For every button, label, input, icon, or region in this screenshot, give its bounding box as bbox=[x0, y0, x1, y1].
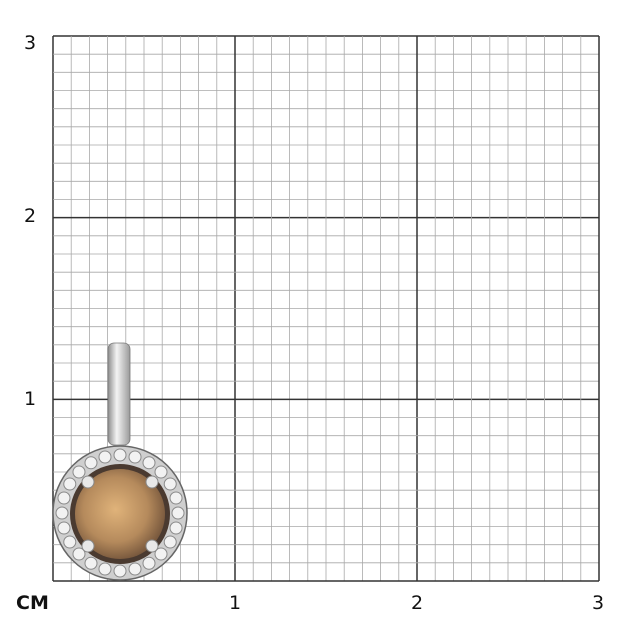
halo-diamond bbox=[98, 562, 112, 576]
y-label-1: 1 bbox=[24, 388, 37, 410]
x-label-3: 3 bbox=[592, 592, 605, 614]
bail bbox=[107, 342, 131, 446]
x-label-2: 2 bbox=[411, 592, 424, 614]
halo-diamond bbox=[72, 547, 86, 561]
halo-diamond bbox=[63, 477, 77, 491]
halo-diamond bbox=[57, 521, 71, 535]
halo-diamond bbox=[142, 456, 156, 470]
halo-diamond bbox=[84, 456, 98, 470]
halo-diamond bbox=[171, 506, 185, 520]
halo-diamond bbox=[163, 477, 177, 491]
halo-diamond bbox=[113, 564, 127, 578]
x-label-1: 1 bbox=[229, 592, 242, 614]
prong bbox=[145, 475, 159, 489]
prong bbox=[145, 539, 159, 553]
halo-diamond bbox=[63, 535, 77, 549]
halo-diamond bbox=[154, 465, 168, 479]
halo-diamond bbox=[154, 547, 168, 561]
y-label-3: 3 bbox=[24, 32, 37, 54]
halo-diamond bbox=[169, 521, 183, 535]
halo-diamond bbox=[128, 450, 142, 464]
halo-diamond bbox=[169, 491, 183, 505]
halo-diamond bbox=[128, 562, 142, 576]
halo-diamond bbox=[57, 491, 71, 505]
prong bbox=[81, 475, 95, 489]
halo-diamond bbox=[98, 450, 112, 464]
halo-diamond bbox=[72, 465, 86, 479]
prong bbox=[81, 539, 95, 553]
halo-diamond bbox=[163, 535, 177, 549]
halo-diamond bbox=[142, 556, 156, 570]
halo-diamond bbox=[84, 556, 98, 570]
pendant-image bbox=[52, 342, 188, 581]
halo-diamond bbox=[113, 448, 127, 462]
grid-lines bbox=[52, 35, 600, 582]
halo-diamond bbox=[55, 506, 69, 520]
unit-label: CM bbox=[16, 592, 49, 614]
center-stone bbox=[75, 469, 165, 559]
y-label-2: 2 bbox=[24, 205, 37, 227]
